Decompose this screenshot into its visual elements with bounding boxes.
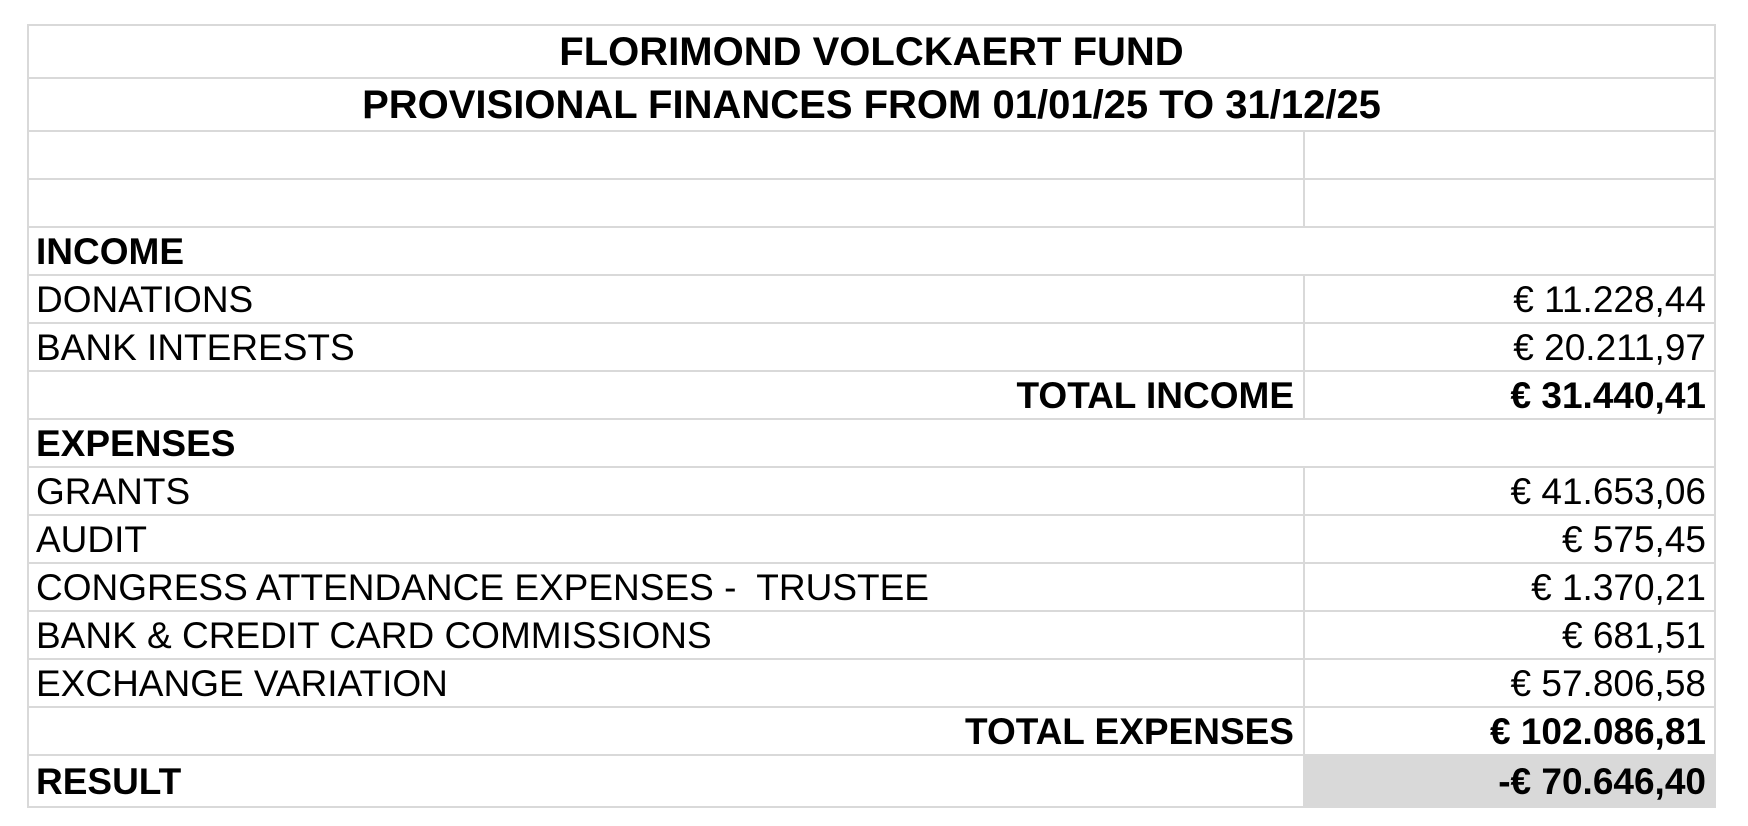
- table-row: [29, 180, 1714, 228]
- row-label: BANK INTERESTS: [36, 326, 355, 368]
- row-label: EXCHANGE VARIATION: [36, 662, 448, 704]
- table-row: RESULT -€ 70.646,40: [29, 756, 1714, 806]
- row-label: BANK & CREDIT CARD COMMISSIONS: [36, 614, 712, 656]
- row-label: DONATIONS: [36, 278, 254, 320]
- finance-table: FLORIMOND VOLCKAERT FUND PROVISIONAL FINA…: [27, 24, 1716, 808]
- table-row: INCOME: [29, 228, 1714, 276]
- row-label: CONGRESS ATTENDANCE EXPENSES - TRUSTEE: [36, 566, 929, 608]
- row-value: € 575,45: [1303, 516, 1714, 562]
- table-row: CONGRESS ATTENDANCE EXPENSES - TRUSTEE € …: [29, 564, 1714, 612]
- table-title: PROVISIONAL FINANCES FROM 01/01/25 TO 31…: [362, 82, 1381, 127]
- row-value: € 41.653,06: [1303, 468, 1714, 514]
- table-title: FLORIMOND VOLCKAERT FUND: [559, 29, 1184, 74]
- row-value: [1303, 180, 1714, 226]
- table-row: TOTAL EXPENSES € 102.086,81: [29, 708, 1714, 756]
- row-label: AUDIT: [36, 518, 147, 560]
- table-row: TOTAL INCOME € 31.440,41: [29, 372, 1714, 420]
- table-row: EXCHANGE VARIATION € 57.806,58: [29, 660, 1714, 708]
- table-row: BANK & CREDIT CARD COMMISSIONS € 681,51: [29, 612, 1714, 660]
- table-row: DONATIONS € 11.228,44: [29, 276, 1714, 324]
- row-label: [29, 180, 1303, 226]
- row-value: € 102.086,81: [1303, 708, 1714, 754]
- section-header: INCOME: [36, 230, 184, 272]
- row-value: [1303, 132, 1714, 178]
- row-label: [29, 132, 1303, 178]
- table-row: EXPENSES: [29, 420, 1714, 468]
- section-header: EXPENSES: [36, 422, 236, 464]
- row-label: TOTAL INCOME: [1016, 374, 1295, 416]
- row-value: € 11.228,44: [1303, 276, 1714, 322]
- row-label: GRANTS: [36, 470, 191, 512]
- row-value: € 57.806,58: [1303, 660, 1714, 706]
- table-row: BANK INTERESTS € 20.211,97: [29, 324, 1714, 372]
- row-value: -€ 70.646,40: [1303, 756, 1714, 806]
- table-row: AUDIT € 575,45: [29, 516, 1714, 564]
- table-row: GRANTS € 41.653,06: [29, 468, 1714, 516]
- row-value: € 681,51: [1303, 612, 1714, 658]
- row-label: RESULT: [36, 760, 182, 802]
- table-row: [29, 132, 1714, 180]
- row-value: € 1.370,21: [1303, 564, 1714, 610]
- table-row: PROVISIONAL FINANCES FROM 01/01/25 TO 31…: [29, 79, 1714, 132]
- table-row: FLORIMOND VOLCKAERT FUND: [29, 26, 1714, 79]
- row-value: € 31.440,41: [1303, 372, 1714, 418]
- row-label: TOTAL EXPENSES: [965, 710, 1294, 752]
- row-value: € 20.211,97: [1303, 324, 1714, 370]
